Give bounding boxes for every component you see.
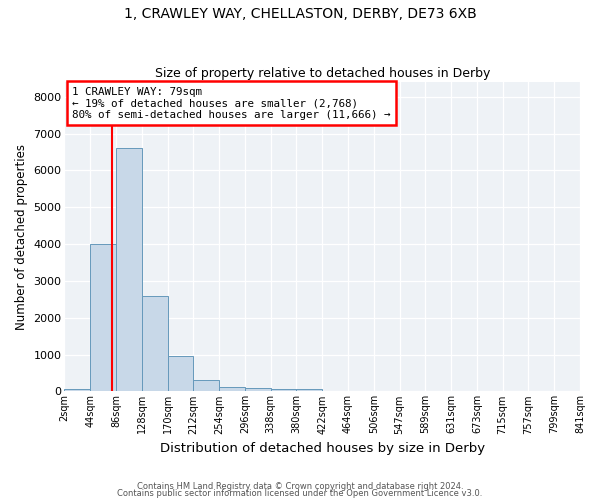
Text: 1, CRAWLEY WAY, CHELLASTON, DERBY, DE73 6XB: 1, CRAWLEY WAY, CHELLASTON, DERBY, DE73 … <box>124 8 476 22</box>
Text: Contains public sector information licensed under the Open Government Licence v3: Contains public sector information licen… <box>118 489 482 498</box>
Text: 1 CRAWLEY WAY: 79sqm
← 19% of detached houses are smaller (2,768)
80% of semi-de: 1 CRAWLEY WAY: 79sqm ← 19% of detached h… <box>72 86 391 120</box>
Bar <box>64 388 90 392</box>
Bar <box>296 389 322 392</box>
Bar <box>245 388 271 392</box>
Bar <box>193 380 219 392</box>
Text: Contains HM Land Registry data © Crown copyright and database right 2024.: Contains HM Land Registry data © Crown c… <box>137 482 463 491</box>
Bar <box>271 389 296 392</box>
Bar <box>116 148 142 392</box>
Title: Size of property relative to detached houses in Derby: Size of property relative to detached ho… <box>155 66 490 80</box>
X-axis label: Distribution of detached houses by size in Derby: Distribution of detached houses by size … <box>160 442 485 455</box>
Bar <box>142 296 167 392</box>
Bar <box>90 244 116 392</box>
Bar <box>219 386 245 392</box>
Bar <box>167 356 193 392</box>
Y-axis label: Number of detached properties: Number of detached properties <box>15 144 28 330</box>
